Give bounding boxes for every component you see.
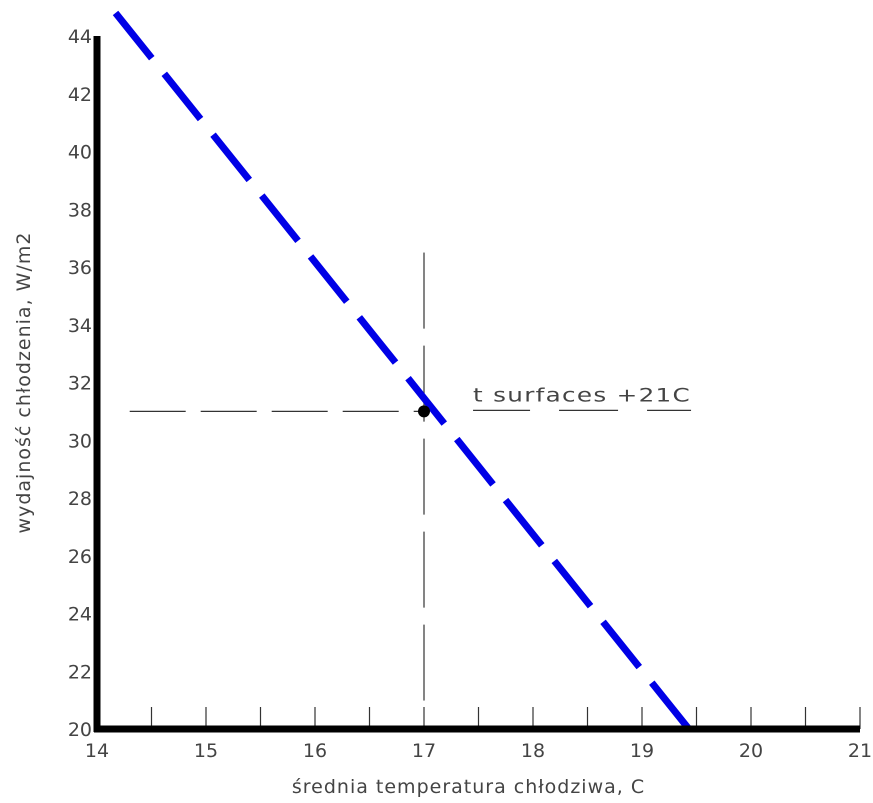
y-tick-label: 38 <box>68 199 92 221</box>
y-tick-label: 36 <box>68 257 92 279</box>
y-tick-labels: 20 22 24 26 28 30 32 34 36 38 40 42 44 <box>68 26 92 741</box>
annotation-label: t surfaces +21C <box>473 384 691 406</box>
y-tick-label: 24 <box>68 604 92 626</box>
y-tick-label: 40 <box>68 142 92 164</box>
x-tick-label: 14 <box>85 740 109 762</box>
x-tick-labels: 14 15 16 17 18 19 20 21 <box>85 740 872 762</box>
y-tick-label: 22 <box>68 661 92 683</box>
series-layer <box>112 10 692 732</box>
x-minor-ticks <box>150 707 861 729</box>
y-tick-label: 30 <box>68 430 92 452</box>
y-tick-label: 42 <box>68 84 92 106</box>
x-axis-title: średnia temperatura chłodziwa, C <box>292 776 645 798</box>
y-tick-label: 20 <box>68 719 92 741</box>
series-line <box>112 10 692 732</box>
x-tick-label: 16 <box>303 740 327 762</box>
y-tick-label: 26 <box>68 546 92 568</box>
x-tick-label: 19 <box>630 740 654 762</box>
y-tick-label: 44 <box>68 26 92 48</box>
x-tick-label: 21 <box>848 740 872 762</box>
x-tick-label: 20 <box>739 740 763 762</box>
data-point <box>418 405 430 418</box>
y-tick-label: 28 <box>68 488 92 510</box>
points-layer <box>418 405 430 418</box>
x-tick-label: 18 <box>521 740 545 762</box>
y-tick-label: 32 <box>68 373 92 395</box>
y-axis-title: wydajność chłodzenia, W/m2 <box>13 232 35 534</box>
x-tick-label: 17 <box>412 740 436 762</box>
x-tick-label: 15 <box>194 740 218 762</box>
guide-lines <box>129 252 425 706</box>
y-tick-label: 34 <box>68 315 92 337</box>
